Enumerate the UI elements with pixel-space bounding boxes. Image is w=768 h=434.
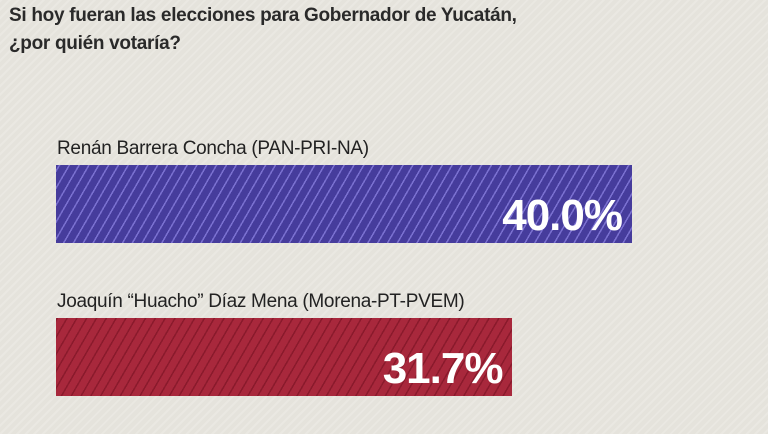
category-label-1: Renán Barrera Concha (PAN-PRI-NA) xyxy=(57,138,369,159)
chart-title: Si hoy fueran las elecciones para Gobern… xyxy=(9,2,517,58)
bar-2: 31.7% xyxy=(56,318,513,396)
value-label-1: 40.0% xyxy=(502,191,623,240)
title-line-2: ¿por quién votaría? xyxy=(9,33,181,54)
bar-1: 40.0% xyxy=(56,165,632,243)
value-label-2: 31.7% xyxy=(382,344,504,393)
title-line-1: Si hoy fueran las elecciones para Gobern… xyxy=(9,5,517,26)
category-label-2: Joaquín “Huacho” Díaz Mena (Morena-PT-PV… xyxy=(57,291,465,312)
